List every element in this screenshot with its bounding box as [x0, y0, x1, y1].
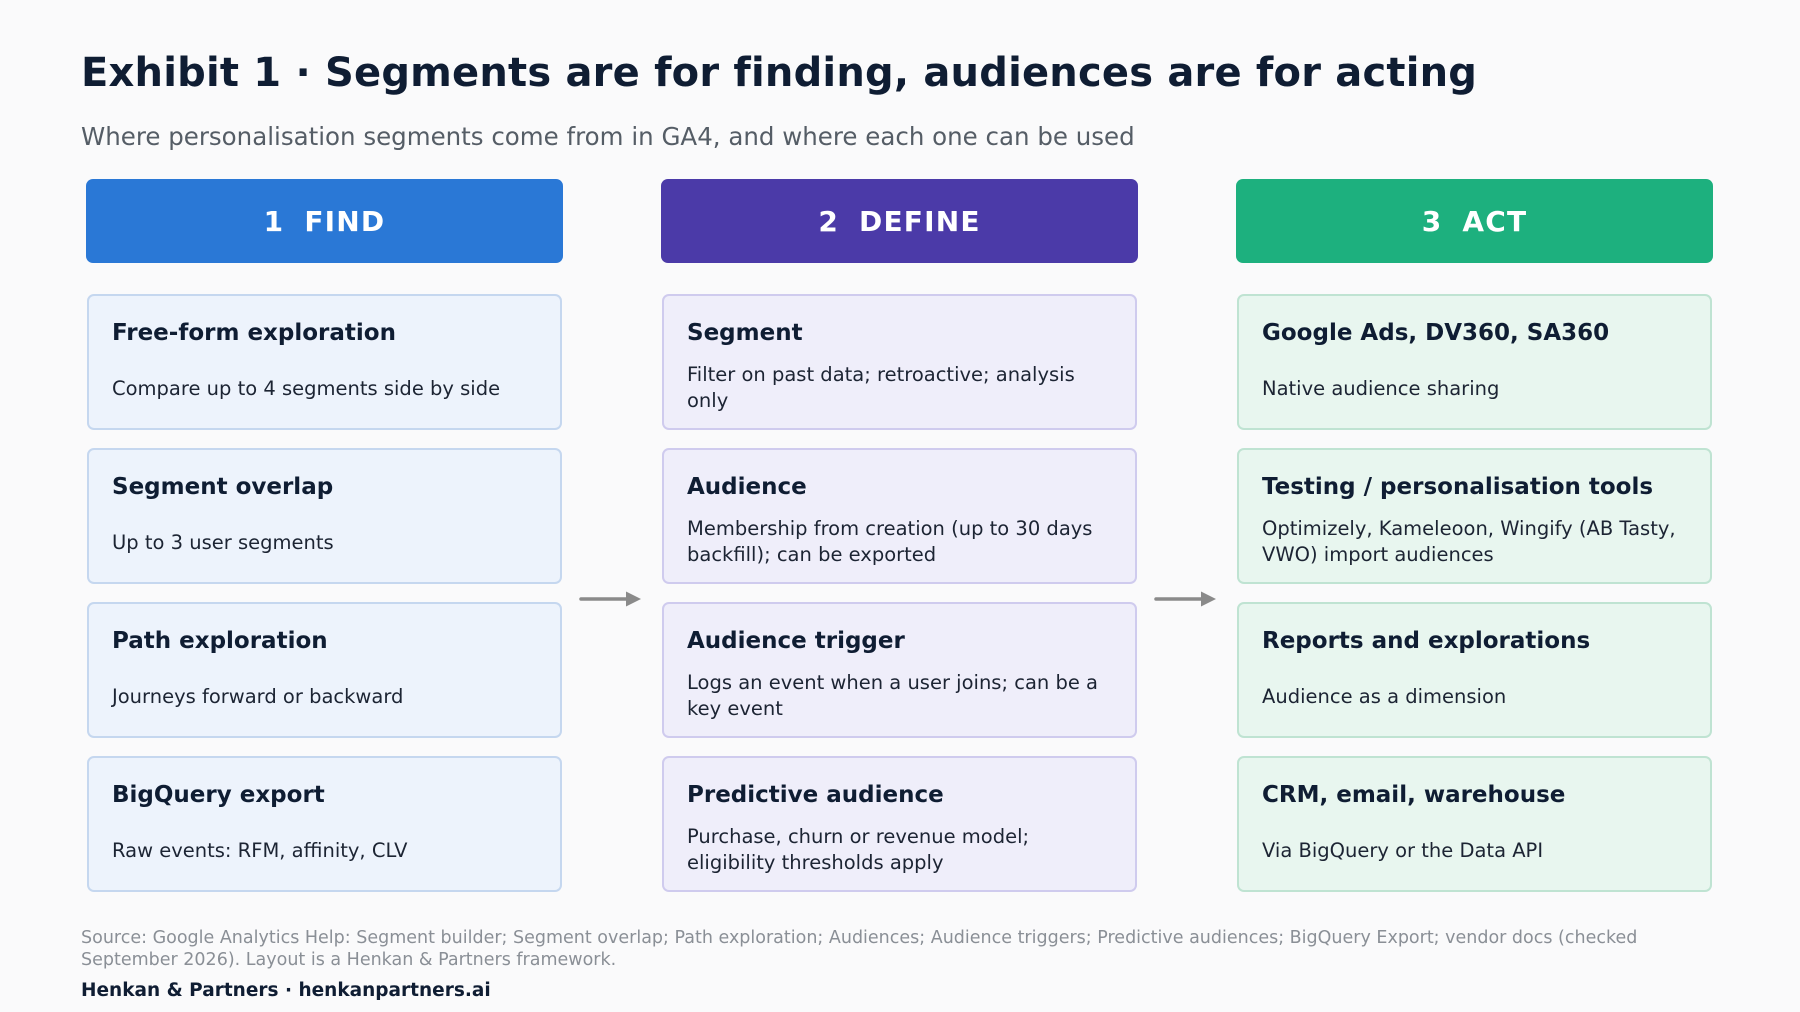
card-title: CRM, email, warehouse — [1262, 782, 1566, 808]
card-title: Segment overlap — [112, 474, 334, 500]
column-define: 2 DEFINE Segment Filter on past data; re… — [661, 179, 1138, 892]
card-segment: Segment Filter on past data; retroactive… — [662, 294, 1137, 430]
card-body: Membership from creation (up to 30 days … — [687, 517, 1093, 566]
card-body: Via BigQuery or the Data API — [1262, 839, 1544, 862]
card-title: Audience trigger — [687, 628, 905, 654]
card-body: Audience as a dimension — [1262, 685, 1507, 708]
exhibit-subtitle: Where personalisation segments come from… — [81, 122, 1135, 151]
card-title: BigQuery export — [112, 782, 325, 808]
card-title: Audience — [687, 474, 807, 500]
column-number: 3 — [1421, 204, 1443, 238]
column-label: ACT — [1462, 204, 1528, 238]
card-title: Testing / personalisation tools — [1262, 474, 1654, 500]
column-label: DEFINE — [859, 204, 981, 238]
exhibit-title: Exhibit 1 · Segments are for finding, au… — [81, 50, 1478, 96]
column-header-find: 1 FIND — [86, 179, 563, 263]
column-header-define: 2 DEFINE — [661, 179, 1138, 263]
card-body: Filter on past data; retroactive; analys… — [687, 363, 1075, 412]
column-find: 1 FIND Free-form exploration Compare up … — [86, 179, 563, 892]
card-title: Segment — [687, 320, 803, 346]
card-body: Purchase, churn or revenue model; eligib… — [687, 825, 1030, 874]
column-number: 1 — [263, 204, 285, 238]
card-title: Google Ads, DV360, SA360 — [1262, 320, 1610, 346]
card-google-ads: Google Ads, DV360, SA360 Native audience… — [1237, 294, 1712, 430]
source-note: Source: Google Analytics Help: Segment b… — [81, 928, 1638, 970]
card-title: Reports and explorations — [1262, 628, 1591, 654]
column-label: FIND — [304, 204, 386, 238]
column-header-act: 3 ACT — [1236, 179, 1713, 263]
card-crm-email-warehouse: CRM, email, warehouse Via BigQuery or th… — [1237, 756, 1712, 892]
column-number: 2 — [818, 204, 839, 238]
card-body: Compare up to 4 segments side by side — [112, 377, 501, 400]
card-body: Optimizely, Kameleoon, Wingify (AB Tasty… — [1262, 517, 1676, 566]
card-reports-explorations: Reports and explorations Audience as a d… — [1237, 602, 1712, 738]
card-testing-tools: Testing / personalisation tools Optimize… — [1237, 448, 1712, 584]
card-audience-trigger: Audience trigger Logs an event when a us… — [662, 602, 1137, 738]
arrow-right-icon — [579, 591, 641, 607]
brand-footer: Henkan & Partners · henkanpartners.ai — [81, 980, 491, 1001]
card-body: Journeys forward or backward — [112, 685, 404, 708]
card-segment-overlap: Segment overlap Up to 3 user segments — [87, 448, 562, 584]
card-body: Up to 3 user segments — [112, 531, 334, 554]
card-title: Predictive audience — [687, 782, 944, 808]
card-path-exploration: Path exploration Journeys forward or bac… — [87, 602, 562, 738]
card-title: Free-form exploration — [112, 320, 396, 346]
card-predictive-audience: Predictive audience Purchase, churn or r… — [662, 756, 1137, 892]
arrow-right-icon — [1154, 591, 1216, 607]
card-body: Logs an event when a user joins; can be … — [687, 671, 1098, 720]
card-free-form-exploration: Free-form exploration Compare up to 4 se… — [87, 294, 562, 430]
card-title: Path exploration — [112, 628, 328, 654]
card-body: Native audience sharing — [1262, 377, 1500, 400]
column-act: 3 ACT Google Ads, DV360, SA360 Native au… — [1236, 179, 1713, 892]
card-audience: Audience Membership from creation (up to… — [662, 448, 1137, 584]
card-bigquery-export: BigQuery export Raw events: RFM, affinit… — [87, 756, 562, 892]
card-body: Raw events: RFM, affinity, CLV — [112, 839, 408, 862]
